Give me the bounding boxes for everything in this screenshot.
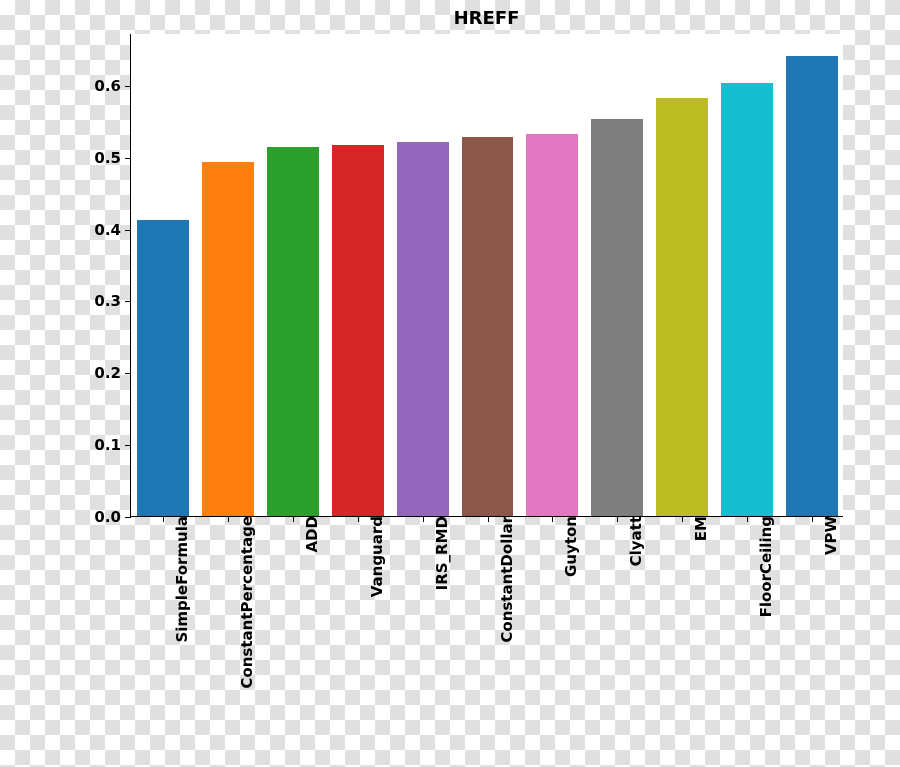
y-tick-label: 0.5 bbox=[94, 149, 131, 167]
x-tick-label: ADD bbox=[293, 516, 321, 553]
y-tick-label: 0.4 bbox=[94, 221, 131, 239]
plot-area: 0.00.10.20.30.40.50.6SimpleFormulaConsta… bbox=[130, 34, 843, 517]
x-tick-label: VPW bbox=[812, 516, 840, 555]
hreff-bar-chart: HREFF 0.00.10.20.30.40.50.6SimpleFormula… bbox=[0, 0, 900, 767]
x-tick-label: FloorCeiling bbox=[747, 516, 775, 617]
x-tick-label: Clyatt bbox=[617, 516, 645, 566]
x-tick-label: IRS_RMD bbox=[423, 516, 451, 590]
y-tick-label: 0.0 bbox=[94, 508, 131, 526]
bar bbox=[526, 134, 578, 516]
x-tick-label: EM bbox=[682, 516, 710, 541]
x-tick-label: SimpleFormula bbox=[163, 516, 191, 643]
x-tick-label: ConstantDollar bbox=[488, 516, 516, 643]
x-tick-label: ConstantPercentage bbox=[228, 516, 256, 689]
bar bbox=[656, 98, 708, 516]
page-background: HREFF 0.00.10.20.30.40.50.6SimpleFormula… bbox=[0, 0, 900, 767]
bar bbox=[721, 83, 773, 516]
bar bbox=[786, 56, 838, 516]
bar bbox=[397, 142, 449, 516]
chart-title: HREFF bbox=[130, 8, 843, 29]
bar bbox=[591, 119, 643, 516]
y-tick-label: 0.6 bbox=[94, 77, 131, 95]
y-tick-label: 0.3 bbox=[94, 292, 131, 310]
x-tick-label: Guyton bbox=[552, 516, 580, 577]
bar bbox=[267, 147, 319, 516]
y-tick-label: 0.2 bbox=[94, 364, 131, 382]
bar bbox=[137, 220, 189, 516]
bar bbox=[332, 145, 384, 516]
x-tick-label: Vanguard bbox=[358, 516, 386, 597]
y-tick-label: 0.1 bbox=[94, 436, 131, 454]
bar bbox=[462, 137, 514, 517]
bar bbox=[202, 162, 254, 516]
